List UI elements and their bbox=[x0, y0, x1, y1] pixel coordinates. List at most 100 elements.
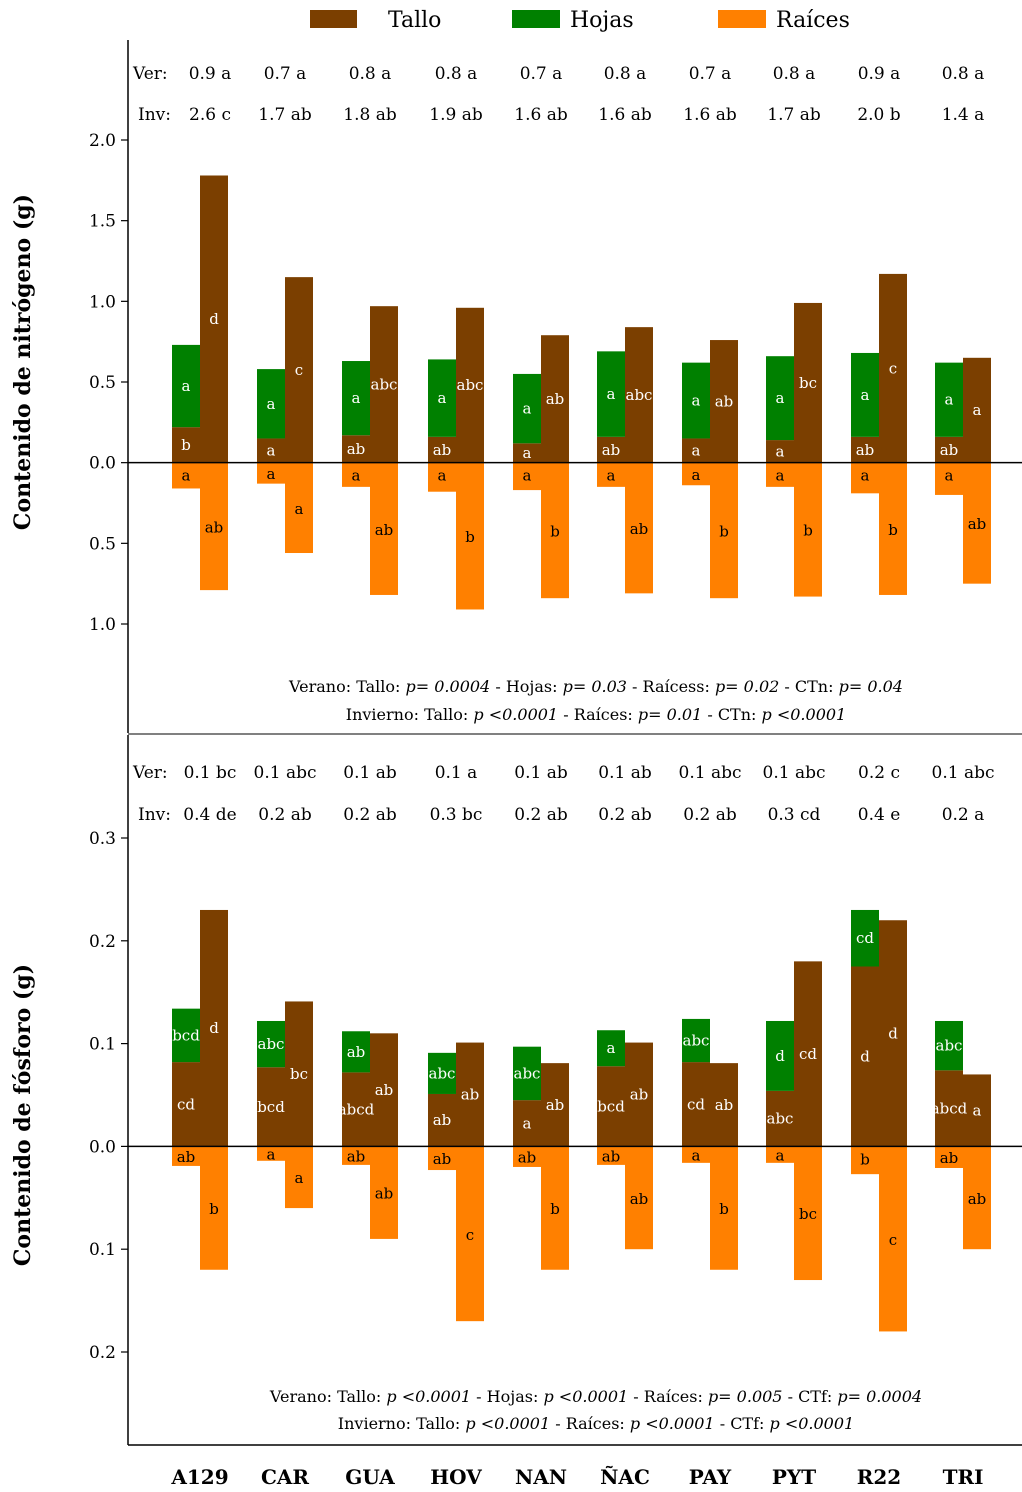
letter-verano-raices: a bbox=[861, 467, 870, 485]
ver-value: 0.2 c bbox=[858, 763, 900, 783]
letter-invierno-raices: ab bbox=[968, 515, 987, 533]
letter-verano-tallo: a bbox=[523, 444, 532, 462]
bar-invierno-tallo bbox=[370, 306, 398, 463]
stats-note-part: - Raíces: bbox=[558, 705, 638, 724]
letter-verano-hojas: a bbox=[182, 377, 191, 395]
y-axis-label: Contenido de nitrógeno (g) bbox=[10, 194, 36, 530]
letter-verano-raices: a bbox=[776, 467, 785, 485]
y-axis-label: Contenido de fósforo (g) bbox=[10, 964, 36, 1266]
ver-value: 0.1 bc bbox=[184, 763, 237, 783]
letter-verano-raices: a bbox=[692, 466, 701, 484]
letter-invierno-tallo: bc bbox=[799, 374, 817, 392]
letter-verano-hojas: a bbox=[861, 386, 870, 404]
letter-verano-tallo: ab bbox=[433, 441, 452, 459]
letter-verano-tallo: b bbox=[181, 436, 191, 454]
bar-verano-hojas bbox=[682, 362, 710, 439]
category-label: R22 bbox=[857, 1465, 901, 1489]
bar-verano-raices bbox=[172, 462, 200, 489]
bar-verano-raices bbox=[935, 1146, 963, 1168]
bar-invierno-raices bbox=[200, 462, 228, 591]
letter-verano-raices: a bbox=[438, 467, 447, 485]
stats-note-part: p <0.0001 bbox=[473, 705, 558, 724]
letter-verano-tallo: a bbox=[692, 442, 701, 460]
bar-invierno-tallo bbox=[710, 340, 738, 463]
inv-value: 1.6 ab bbox=[514, 105, 568, 125]
ver-value: 0.1 abc bbox=[932, 763, 995, 783]
letter-invierno-tallo: ab bbox=[546, 390, 565, 408]
letter-invierno-tallo: bc bbox=[290, 1065, 308, 1083]
letter-verano-tallo: abcd bbox=[338, 1100, 375, 1118]
bar-invierno-tallo bbox=[710, 1063, 738, 1147]
bar-invierno-tallo bbox=[370, 1033, 398, 1147]
ver-value: 0.1 ab bbox=[598, 763, 652, 783]
inv-value: 0.4 de bbox=[183, 805, 236, 825]
bar-invierno-raices bbox=[625, 1146, 653, 1250]
ver-value: 0.1 abc bbox=[763, 763, 826, 783]
bar-verano-hojas bbox=[766, 356, 794, 441]
ver-value: 0.8 a bbox=[349, 64, 392, 84]
letter-invierno-raices: ab bbox=[968, 1190, 987, 1208]
letter-invierno-tallo: ab bbox=[715, 392, 734, 410]
bar-invierno-tallo bbox=[879, 273, 907, 463]
letter-invierno-raices: b bbox=[209, 1200, 219, 1218]
letter-verano-tallo: ab bbox=[940, 441, 959, 459]
letter-verano-hojas: ab bbox=[347, 1043, 366, 1061]
ver-value: 0.7 a bbox=[520, 64, 563, 84]
bar-verano-raices bbox=[851, 1146, 879, 1175]
stats-note-part: Invierno: Tallo: bbox=[346, 705, 474, 724]
letter-invierno-tallo: a bbox=[973, 1101, 982, 1119]
ver-value: 0.8 a bbox=[942, 64, 985, 84]
bar-verano-raices bbox=[682, 1146, 710, 1163]
category-label: ÑAC bbox=[600, 1465, 650, 1489]
letter-invierno-raices: ab bbox=[375, 1185, 394, 1203]
y-tick-label: 0.1 bbox=[89, 1240, 116, 1260]
letter-verano-raices: a bbox=[776, 1147, 785, 1165]
letter-verano-hojas: a bbox=[523, 400, 532, 418]
stats-note-part: p= 0.005 bbox=[708, 1387, 783, 1406]
letter-invierno-raices: b bbox=[888, 521, 898, 539]
ver-value: 0.1 abc bbox=[254, 763, 317, 783]
letter-verano-hojas: abc bbox=[683, 1032, 710, 1050]
letter-invierno-raices: b bbox=[719, 522, 729, 540]
bar-verano-tallo bbox=[342, 1072, 370, 1147]
inv-value: 0.2 ab bbox=[598, 805, 652, 825]
inv-value: 0.2 a bbox=[942, 805, 985, 825]
letter-verano-raices: a bbox=[182, 467, 191, 485]
letter-verano-hojas: abc bbox=[936, 1037, 963, 1055]
bar-verano-hojas bbox=[342, 361, 370, 436]
bar-invierno-tallo bbox=[200, 175, 228, 463]
bar-verano-hojas bbox=[766, 1020, 794, 1091]
bar-invierno-raices bbox=[710, 462, 738, 599]
letter-verano-hojas: a bbox=[352, 389, 361, 407]
letter-verano-raices: ab bbox=[347, 1148, 366, 1166]
bar-invierno-raices bbox=[625, 462, 653, 594]
bar-invierno-tallo bbox=[541, 1063, 569, 1147]
letter-invierno-tallo: ab bbox=[630, 1085, 649, 1103]
bar-invierno-tallo bbox=[879, 920, 907, 1147]
inv-value: 0.4 e bbox=[858, 805, 901, 825]
stats-note-part: p <0.0001 bbox=[386, 1387, 471, 1406]
legend-label-raices: Raíces bbox=[776, 8, 850, 33]
bar-verano-hojas bbox=[935, 1020, 963, 1071]
letter-verano-hojas: bcd bbox=[172, 1026, 200, 1044]
category-label: PYT bbox=[772, 1465, 816, 1489]
inv-value: 1.8 ab bbox=[343, 105, 397, 125]
stats-note-part: Invierno: Tallo: bbox=[338, 1414, 466, 1433]
bar-verano-hojas bbox=[851, 352, 879, 437]
letter-invierno-raices: a bbox=[295, 1169, 304, 1187]
bar-verano-raices bbox=[513, 1146, 541, 1167]
letter-verano-raices: ab bbox=[602, 1148, 621, 1166]
category-label: GUA bbox=[345, 1465, 395, 1489]
legend-swatch-raices bbox=[718, 10, 766, 28]
bar-verano-tallo bbox=[513, 443, 541, 463]
bar-verano-raices bbox=[428, 1146, 456, 1171]
stats-note-part: - CTf: bbox=[715, 1414, 770, 1433]
letter-verano-tallo: abcd bbox=[931, 1099, 968, 1117]
bar-invierno-tallo bbox=[625, 327, 653, 463]
letter-invierno-raices: b bbox=[803, 522, 813, 540]
bar-verano-tallo bbox=[597, 1066, 625, 1147]
letter-verano-raices: a bbox=[692, 1147, 701, 1165]
inv-value: 0.3 bc bbox=[430, 805, 483, 825]
stats-note-part: p <0.0001 bbox=[543, 1387, 628, 1406]
bar-verano-raices bbox=[342, 462, 370, 487]
